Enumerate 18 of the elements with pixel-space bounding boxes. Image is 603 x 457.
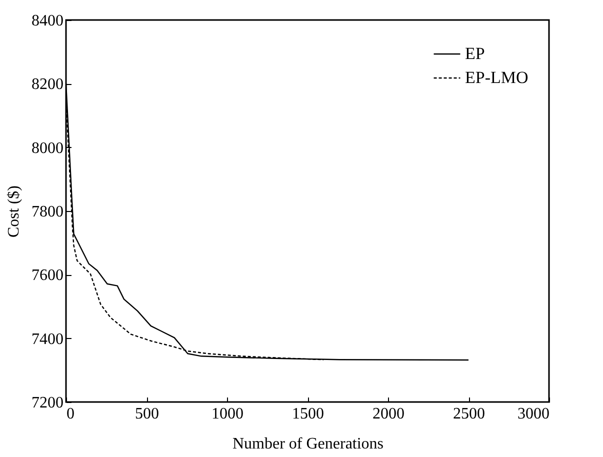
x-axis-title: Number of Generations bbox=[232, 436, 384, 452]
y-tick-label: 8000 bbox=[32, 140, 64, 157]
x-tick-label: 1500 bbox=[292, 406, 324, 422]
y-tick-label: 8400 bbox=[32, 12, 64, 30]
legend-label: EP-LMO bbox=[465, 68, 528, 87]
y-tick-label: 8200 bbox=[32, 76, 64, 94]
x-tick-label: 0 bbox=[66, 406, 74, 422]
legend-label: EP bbox=[465, 44, 485, 63]
x-tick-label: 2500 bbox=[453, 406, 485, 422]
y-tick-label: 7800 bbox=[32, 204, 64, 220]
y-tick-label: 7400 bbox=[32, 330, 64, 348]
x-tick-label: 500 bbox=[135, 406, 159, 422]
x-tick-label: 2000 bbox=[372, 406, 404, 422]
y-tick-label: 7200 bbox=[32, 394, 64, 412]
x-tick-label: 1000 bbox=[212, 406, 244, 422]
x-tick-label: 3000 bbox=[518, 406, 550, 422]
y-axis-title: Cost ($) bbox=[6, 186, 22, 238]
y-tick-label: 7600 bbox=[32, 267, 64, 284]
